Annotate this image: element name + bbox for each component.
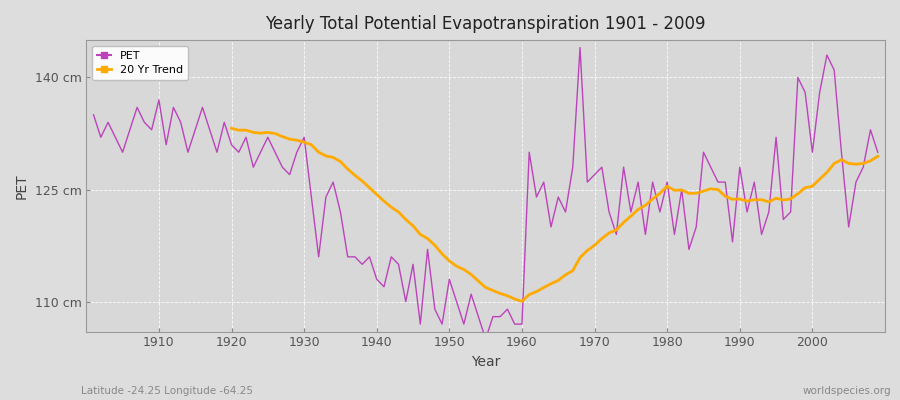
Text: worldspecies.org: worldspecies.org [803, 386, 891, 396]
Text: Latitude -24.25 Longitude -64.25: Latitude -24.25 Longitude -64.25 [81, 386, 253, 396]
X-axis label: Year: Year [471, 355, 500, 369]
Title: Yearly Total Potential Evapotranspiration 1901 - 2009: Yearly Total Potential Evapotranspiratio… [266, 15, 706, 33]
Legend: PET, 20 Yr Trend: PET, 20 Yr Trend [92, 46, 188, 80]
Y-axis label: PET: PET [15, 173, 29, 199]
